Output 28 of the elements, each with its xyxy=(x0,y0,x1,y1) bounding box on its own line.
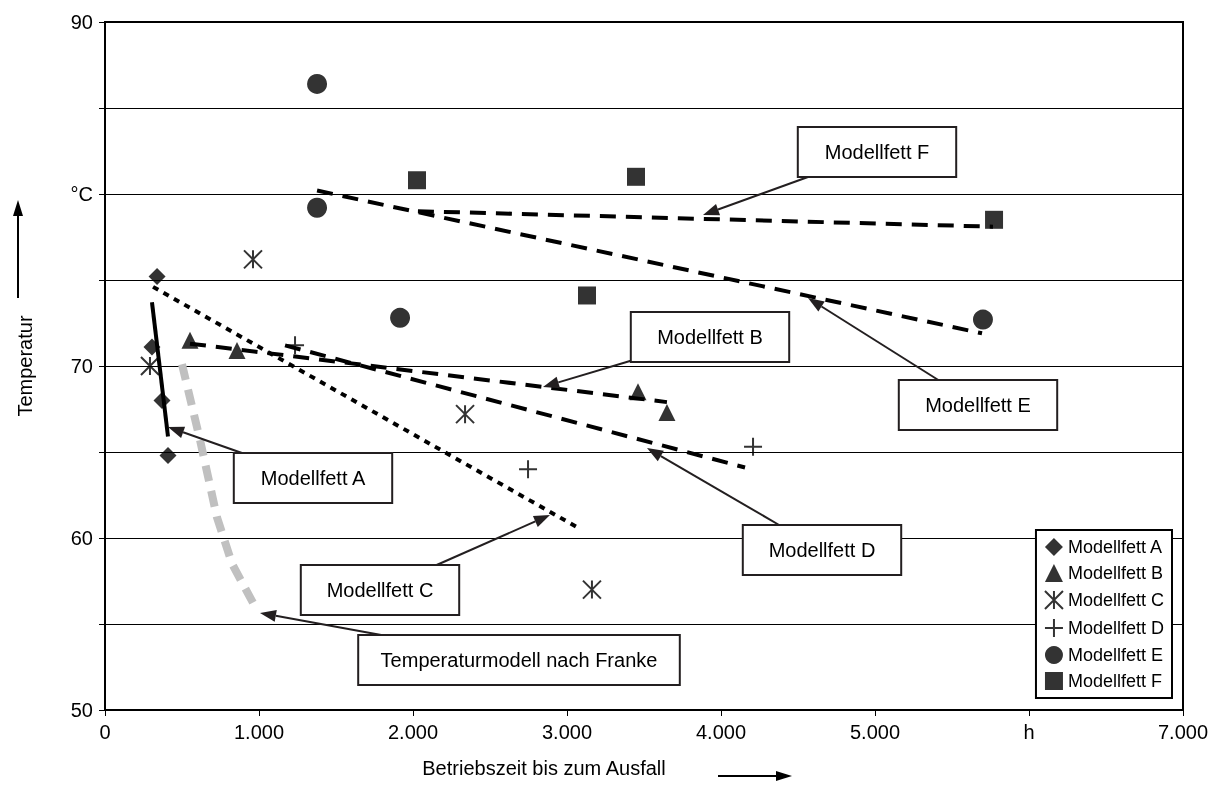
annotation: Modellfett D xyxy=(768,539,876,561)
y-tick-label: °C xyxy=(70,183,93,205)
annotation: Modellfett F xyxy=(824,141,930,163)
annotation: Modellfett A xyxy=(260,467,366,489)
y-axis-title: Temperatur xyxy=(14,315,36,417)
legend-label: Modellfett D xyxy=(1067,618,1165,638)
y-tick-label: 70 xyxy=(70,355,93,377)
x-tick-label: 0 xyxy=(99,721,111,743)
x-tick-label: h xyxy=(1023,721,1035,743)
y-tick-label: 90 xyxy=(70,11,93,33)
x-tick-label: 2.000 xyxy=(387,721,439,743)
legend-label: Modellfett B xyxy=(1067,563,1164,583)
annotation: Modellfett E xyxy=(925,394,1031,416)
x-axis-title: Betriebszeit bis zum Ausfall xyxy=(422,757,666,779)
annotation: Modellfett C xyxy=(326,579,434,601)
annotation: Temperaturmodell nach Franke xyxy=(380,649,658,671)
x-tick-label: 1.000 xyxy=(233,721,285,743)
y-tick-label: 60 xyxy=(70,527,93,549)
x-tick-label: 5.000 xyxy=(849,721,901,743)
legend-label: Modellfett F xyxy=(1067,671,1163,691)
legend-label: Modellfett C xyxy=(1067,590,1165,610)
legend-label: Modellfett E xyxy=(1067,645,1164,665)
y-tick-label: 50 xyxy=(70,699,93,721)
x-tick-label: 3.000 xyxy=(541,721,593,743)
annotation: Modellfett B xyxy=(657,326,763,348)
x-tick-label: 7.000 xyxy=(1157,721,1209,743)
legend-label: Modellfett A xyxy=(1067,537,1163,557)
x-tick-label: 4.000 xyxy=(695,721,747,743)
